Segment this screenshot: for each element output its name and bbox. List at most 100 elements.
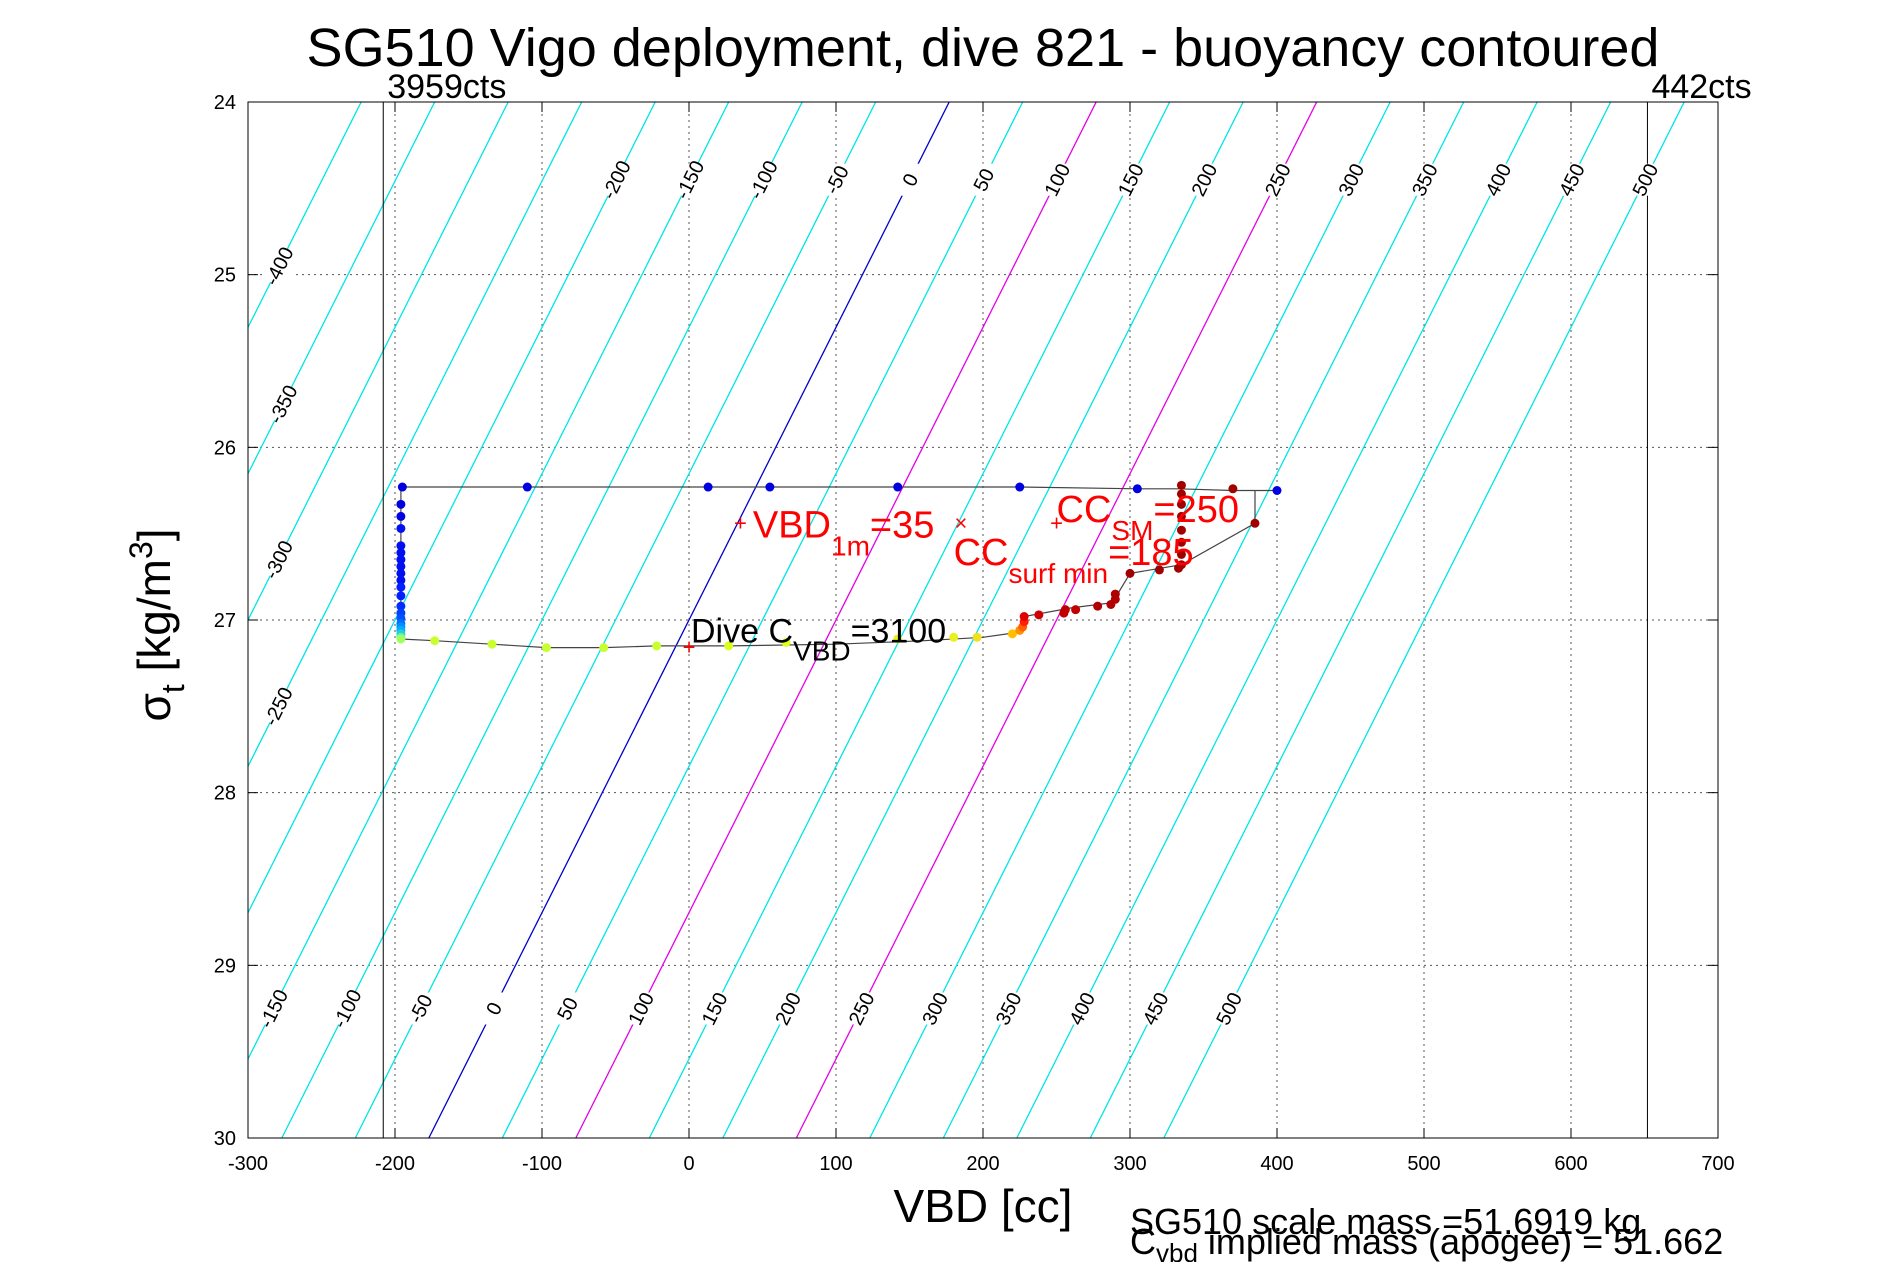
contour-label-bg: [264, 690, 293, 723]
annotation-marker: +: [734, 510, 747, 535]
contour-label-bg: [700, 992, 729, 1025]
contour-labels: -200 -150 -100 -50 0 50 100 150 200 250 300 350 400 4…: [255, 157, 1663, 1031]
contour-line: [942, 102, 1465, 1138]
contour-line: [1016, 102, 1538, 1138]
x-tick-label: 500: [1407, 1153, 1440, 1175]
dive-point: [396, 555, 406, 565]
y-tick-label: 24: [214, 92, 236, 114]
dive-point: [1125, 568, 1135, 578]
x-axis-label: VBD [cc]: [894, 1180, 1073, 1232]
contour-line: [869, 102, 1391, 1138]
contour-label-bg: [1116, 163, 1145, 196]
annotation-divecvbd: Dive CVBD=3100: [691, 613, 946, 667]
annotation-vbd1m: VBD1m=35: [753, 504, 935, 561]
annotation-marker: ×: [955, 510, 968, 535]
dive-point: [765, 482, 775, 492]
dive-point: [396, 575, 406, 585]
annotation-ccsurf: CCsurf min=185: [954, 532, 1194, 589]
x-tick-label: 100: [819, 1153, 852, 1175]
dive-point: [1093, 601, 1103, 611]
contour-label-bg: [268, 388, 297, 421]
contour-label-bg: [553, 992, 582, 1025]
dive-point: [430, 636, 440, 646]
contour-label-bg: [259, 992, 288, 1025]
implied-mass-subscript: vbd: [1156, 1238, 1198, 1262]
dive-point: [1250, 518, 1260, 528]
contour-label-bg: [1557, 163, 1586, 196]
contour-label-bg: [920, 992, 949, 1025]
contour-line: [1089, 102, 1612, 1138]
dive-point: [487, 639, 497, 649]
contour-line: [501, 102, 1024, 1138]
dive-point: [397, 482, 407, 492]
annotation-marker: +: [683, 635, 696, 660]
x-tick-label: 200: [966, 1153, 999, 1175]
annotation-subscript: VBD: [793, 636, 851, 667]
dive-point: [541, 643, 551, 653]
annotation-subscript: surf min: [1008, 558, 1108, 589]
annotation-value: =185: [1108, 532, 1194, 574]
y-tick-label: 28: [214, 783, 236, 805]
chart-title: SG510 Vigo deployment, dive 821 - buoyan…: [307, 18, 1660, 78]
limit-label: 442cts: [1651, 68, 1751, 106]
dive-point: [703, 482, 713, 492]
contour-label-bg: [626, 992, 655, 1025]
x-tick-label: 700: [1701, 1153, 1734, 1175]
dive-point: [1176, 525, 1186, 535]
dive-point: [1272, 486, 1282, 495]
x-tick-label: -100: [522, 1153, 562, 1175]
buoyancy-contours: [248, 102, 1685, 1138]
contour-label-bg: [479, 992, 508, 1025]
dive-point: [1015, 482, 1025, 492]
implied-mass-text: Cvbd implied mass (apogee) = 51.662: [1130, 1221, 1723, 1262]
annotation-subscript: SM: [1111, 515, 1153, 546]
dive-points: [396, 480, 1282, 653]
contour-label-bg: [749, 163, 778, 196]
x-tick-label: -300: [228, 1153, 268, 1175]
contour-label-bg: [1337, 163, 1366, 196]
contour-line: [281, 102, 803, 1138]
contour-line: [248, 102, 656, 915]
annotation-value: =3100: [851, 613, 947, 651]
contour-label-bg: [1410, 163, 1439, 196]
contour-label-bg: [602, 163, 631, 196]
dive-point: [396, 511, 406, 521]
x-tick-label: 600: [1554, 1153, 1587, 1175]
contour-label-bg: [1214, 992, 1243, 1025]
contour-line: [1163, 102, 1685, 1138]
dive-point: [396, 591, 406, 601]
dive-point: [1176, 537, 1186, 547]
contour-label-bg: [406, 992, 435, 1025]
contour-label-bg: [1067, 992, 1096, 1025]
y-tick-label: 26: [214, 437, 236, 459]
dive-point: [396, 541, 406, 551]
annotation-main: Dive C: [691, 613, 793, 651]
contour-label-bg: [264, 543, 293, 576]
y-tick-label: 29: [214, 955, 236, 977]
dive-point: [1110, 589, 1120, 599]
dive-point: [1019, 612, 1029, 622]
dive-point: [599, 643, 609, 653]
dive-point: [396, 601, 406, 611]
pump-limit-lines: 3959cts 442cts: [382, 68, 1752, 1138]
contour-label-bg: [675, 163, 704, 196]
annotation-value: =250: [1153, 489, 1239, 531]
contour-label-bg: [847, 992, 876, 1025]
annotation-main: CC: [954, 532, 1009, 574]
contour-line: [795, 102, 1318, 1138]
contour-line: [248, 102, 730, 1061]
implied-mass-symbol: C: [1130, 1221, 1156, 1262]
contour-line: [722, 102, 1244, 1138]
dive-point: [652, 641, 662, 651]
dive-point: [1007, 629, 1017, 639]
dive-point: [949, 632, 959, 642]
dive-point: [396, 561, 406, 571]
x-tick-label: -200: [375, 1153, 415, 1175]
dive-point: [1154, 565, 1164, 575]
annotation-main: CC: [1057, 489, 1112, 531]
y-tick-label: 27: [214, 610, 236, 632]
contour-label-bg: [1190, 163, 1219, 196]
annotation-value: =35: [870, 504, 934, 546]
